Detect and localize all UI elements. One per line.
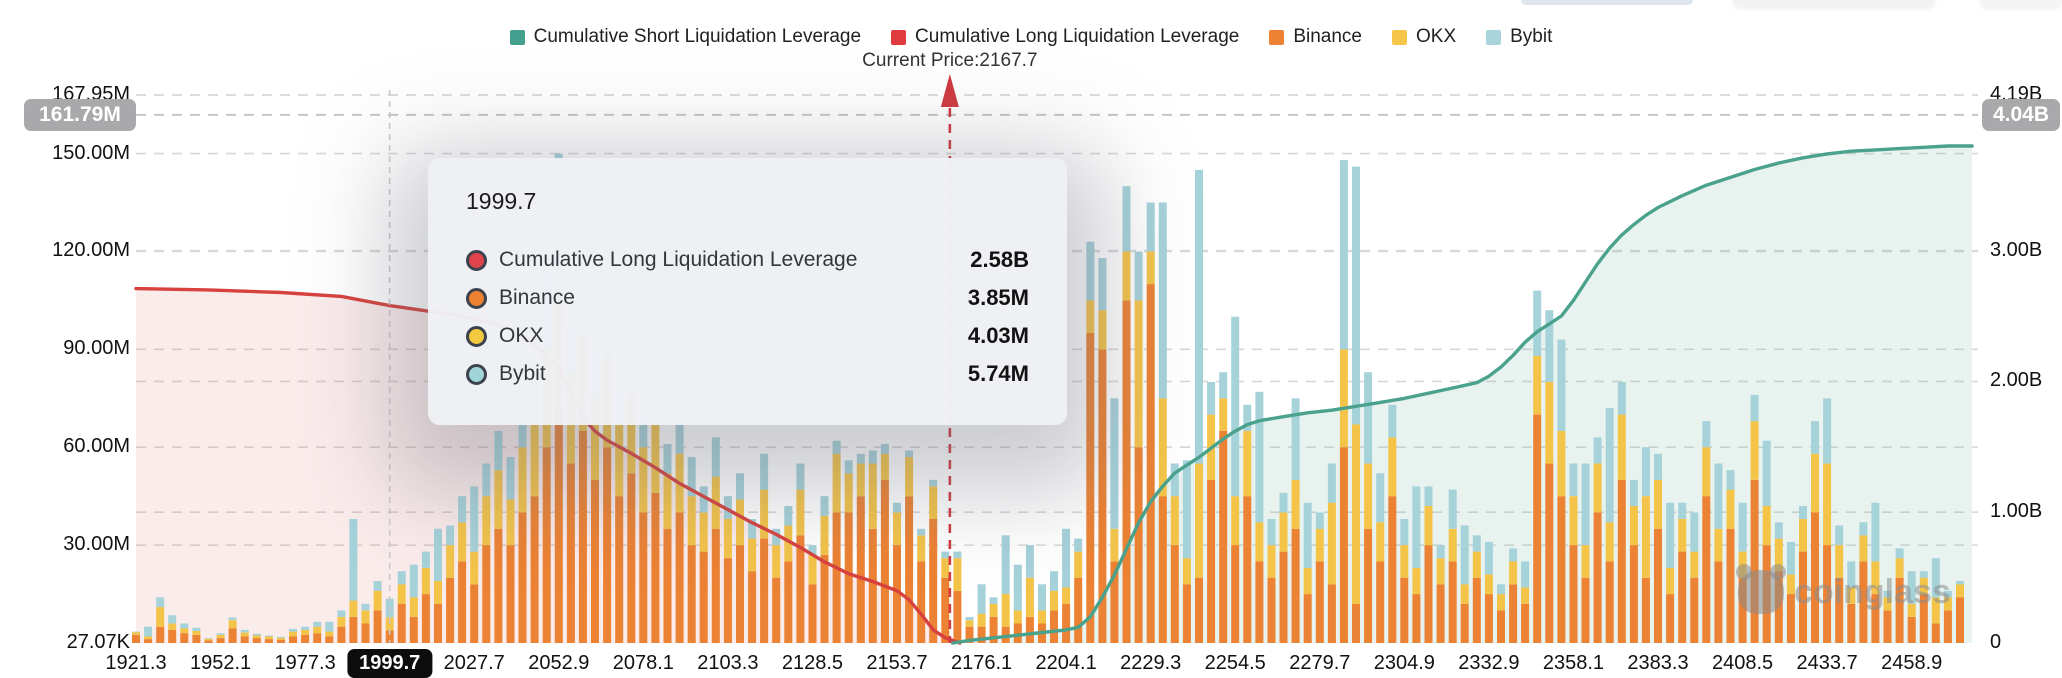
legend-label: OKX — [1416, 26, 1457, 47]
tooltip-series-label: Cumulative Long Liquidation Leverage — [499, 248, 858, 271]
x-axis-tick: 1921.3 — [105, 652, 167, 674]
tooltip-series-value: 2.58B — [970, 247, 1029, 272]
x-axis-tick: 2358.1 — [1542, 652, 1605, 674]
tooltip-row: OKX 4.03M — [466, 317, 1029, 355]
x-axis-tick: 1952.1 — [189, 652, 252, 674]
x-axis-tick: 2229.3 — [1120, 652, 1182, 674]
cumulative-short-liquidation-leverage-swatch-icon — [509, 29, 525, 45]
series-dot-icon — [466, 325, 487, 347]
left-axis-tick: 150.00M — [52, 141, 130, 164]
x-axis-tick: 2332.9 — [1458, 652, 1520, 674]
x-axis-tick: 2458.9 — [1881, 652, 1943, 674]
okx-swatch-icon — [1392, 29, 1407, 45]
right-axis-tick: 1.00B — [1990, 500, 2043, 523]
series-dot-icon — [466, 287, 487, 309]
right-axis-tick: 2.00B — [1990, 369, 2043, 392]
x-axis-tick: 2254.5 — [1204, 652, 1266, 674]
x-axis-tick: 2408.5 — [1711, 652, 1774, 674]
tooltip-series-value: 3.85M — [967, 285, 1029, 310]
tooltip-series-label: OKX — [499, 324, 544, 347]
current-price-annotation: Current Price:2167.7 — [862, 50, 1038, 71]
x-axis-tick: 2052.9 — [528, 652, 590, 674]
legend-item-bybit[interactable]: Bybit — [1486, 26, 1552, 48]
tooltip-row: Bybit 5.74M — [466, 355, 1029, 393]
top-partial-element — [1733, 0, 1935, 6]
x-axis-tick: 2027.7 — [443, 652, 505, 674]
x-axis-tick: 2279.7 — [1289, 652, 1351, 674]
series-dot-icon — [466, 363, 487, 385]
left-axis-tick: 60.00M — [63, 435, 130, 458]
cumulative-long-liquidation-leverage-swatch-icon — [891, 29, 907, 45]
left-axis-tick: 27.07K — [66, 630, 130, 653]
bybit-swatch-icon — [1486, 29, 1502, 45]
x-axis-tick: 2103.3 — [697, 652, 759, 674]
x-axis-tick: 2176.1 — [950, 652, 1013, 674]
x-axis-tick: 2204.1 — [1035, 652, 1097, 674]
legend-label: Cumulative Short Liquidation Leverage — [533, 26, 862, 47]
left-axis-tick: 120.00M — [52, 239, 130, 262]
series-dot-icon — [466, 249, 487, 271]
legend-item-cumulative-long-liquidation-leverage[interactable]: Cumulative Long Liquidation Leverage — [891, 26, 1239, 48]
legend-label: Bybit — [1510, 26, 1553, 47]
legend-item-cumulative-short-liquidation-leverage[interactable]: Cumulative Short Liquidation Leverage — [509, 26, 862, 48]
x-axis-tick: 2128.5 — [781, 652, 844, 674]
top-partial-element — [1521, 0, 1693, 5]
x-axis-tick: 2078.1 — [612, 652, 674, 674]
legend-item-okx[interactable]: OKX — [1392, 26, 1456, 48]
x-axis-tick: 2153.7 — [866, 652, 928, 674]
chart-legend: Cumulative Short Liquidation Leverage Cum… — [0, 26, 2062, 48]
tooltip-series-value: 5.74M — [967, 361, 1029, 386]
tooltip-series-value: 4.03M — [967, 323, 1029, 348]
tooltip-row: Binance 3.85M — [466, 279, 1029, 317]
left-axis-tick: 90.00M — [63, 337, 130, 360]
tooltip-row: Cumulative Long Liquidation Leverage 2.58… — [466, 241, 1029, 279]
legend-label: Cumulative Long Liquidation Leverage — [915, 26, 1240, 47]
binance-swatch-icon — [1269, 29, 1285, 45]
legend-item-binance[interactable]: Binance — [1269, 26, 1362, 48]
top-partial-element — [1980, 0, 2062, 6]
x-axis-tick: 1977.3 — [274, 652, 336, 674]
x-axis-tick: 2304.9 — [1373, 652, 1435, 674]
x-axis-tick: 2433.7 — [1796, 652, 1858, 674]
tooltip-series-label: Binance — [499, 286, 575, 309]
x-axis-tick: 2383.3 — [1627, 652, 1689, 674]
tooltip-title: 1999.7 — [466, 188, 537, 214]
x-axis-tick: 1999.7 — [347, 649, 433, 678]
right-axis-value-badge: 4.04B — [1982, 98, 2060, 131]
right-axis-tick: 3.00B — [1990, 238, 2043, 261]
legend-label: Binance — [1293, 26, 1362, 47]
right-axis-tick: 0 — [1990, 631, 2002, 653]
tooltip-series-label: Bybit — [499, 362, 546, 385]
hover-tooltip: 1999.7 Cumulative Long Liquidation Lever… — [428, 158, 1067, 425]
left-axis-tick: 30.00M — [63, 533, 130, 556]
left-axis-value-badge: 161.79M — [24, 99, 136, 132]
